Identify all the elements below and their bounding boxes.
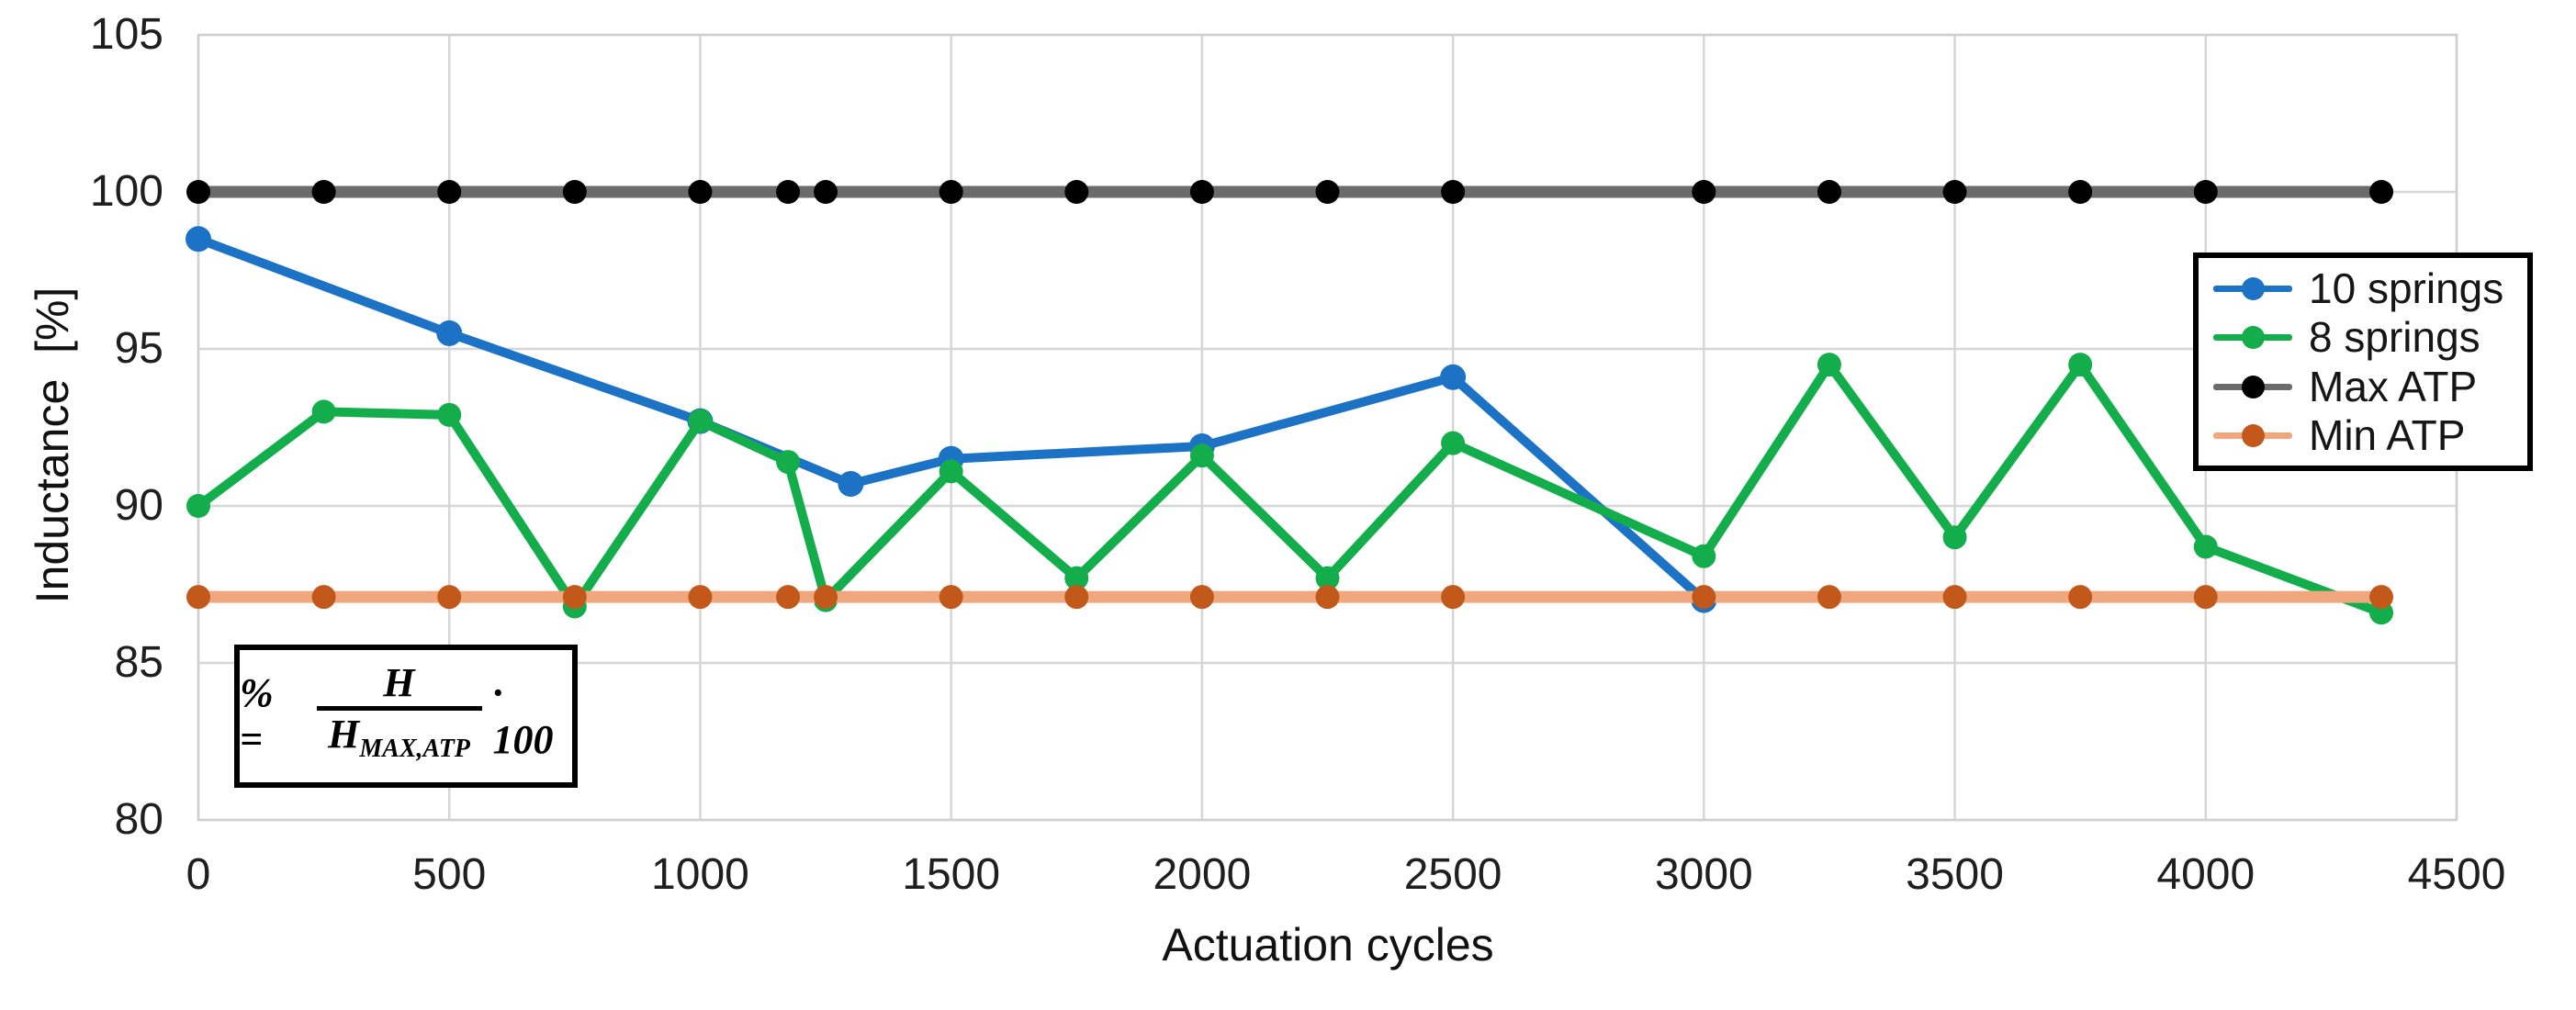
data-point-min-atp	[939, 585, 963, 610]
data-point-max-atp	[311, 180, 336, 204]
data-point-max-atp	[939, 180, 963, 204]
formula-fraction-bar	[316, 705, 482, 711]
y-tick-label: 80	[114, 795, 163, 844]
data-point-max-atp	[437, 180, 462, 204]
data-point-max-atp	[1315, 180, 1340, 204]
data-point-max-atp	[2068, 180, 2093, 204]
x-tick-label: 2500	[1403, 850, 1502, 899]
data-point-min-atp	[1817, 585, 1841, 610]
formula-denominator: HMAX,ATP	[328, 711, 470, 763]
data-point-8-springs	[2068, 353, 2093, 377]
y-tick-label: 100	[89, 167, 163, 216]
data-point-min-atp	[2068, 585, 2093, 610]
data-point-max-atp	[2369, 180, 2394, 204]
formula-suffix: · 100	[492, 670, 554, 762]
x-tick-label: 500	[412, 850, 487, 899]
data-point-min-atp	[776, 585, 801, 610]
formula-fraction: H HMAX,ATP	[316, 659, 482, 771]
data-point-min-atp	[1441, 585, 1466, 610]
data-point-max-atp	[2193, 180, 2218, 204]
data-point-8-springs	[1692, 544, 1716, 568]
data-point-min-atp	[1942, 585, 1967, 610]
data-point-max-atp	[1817, 180, 1841, 204]
legend-swatch-10-springs	[2213, 276, 2292, 300]
data-point-min-atp	[814, 585, 838, 610]
data-point-10-springs	[838, 471, 864, 498]
data-point-max-atp	[1064, 180, 1089, 204]
data-point-10-springs	[186, 226, 211, 252]
data-point-max-atp	[1441, 180, 1466, 204]
y-tick-label: 95	[114, 324, 163, 373]
legend-label-min-atp: Min ATP	[2309, 411, 2466, 460]
legend-item-min-atp: Min ATP	[2213, 412, 2518, 458]
data-point-max-atp	[562, 180, 587, 204]
data-point-8-springs	[186, 494, 210, 518]
series-line-8-springs	[194, 360, 2387, 618]
x-tick-label: 2000	[1153, 850, 1252, 899]
formula-annotation: % = H HMAX,ATP · 100	[234, 645, 578, 788]
y-tick-label: 90	[114, 481, 163, 530]
data-point-8-springs	[1189, 443, 1214, 468]
data-point-8-springs	[2193, 534, 2218, 559]
legend-swatch-min-atp	[2213, 423, 2292, 448]
legend-item-8-springs: 8 springs	[2213, 314, 2518, 360]
data-point-8-springs	[311, 399, 336, 424]
data-point-8-springs	[688, 409, 713, 433]
data-point-8-springs	[1315, 566, 1340, 590]
data-point-max-atp	[1692, 180, 1716, 204]
legend-label-10-springs: 10 springs	[2309, 264, 2504, 312]
data-point-8-springs	[939, 459, 963, 484]
legend: 10 springs 8 springs Max ATP Min ATP	[2193, 252, 2533, 471]
data-point-8-springs	[437, 402, 462, 427]
data-point-min-atp	[1315, 585, 1340, 610]
data-point-min-atp	[2193, 585, 2218, 610]
x-tick-label: 3500	[1906, 850, 2004, 899]
data-point-max-atp	[186, 180, 210, 204]
x-tick-label: 1500	[902, 850, 1001, 899]
data-point-min-atp	[688, 585, 713, 610]
data-point-8-springs	[1064, 566, 1089, 590]
data-point-max-atp	[814, 180, 838, 204]
data-point-min-atp	[2369, 585, 2394, 610]
data-point-max-atp	[776, 180, 801, 204]
legend-item-10-springs: 10 springs	[2213, 265, 2518, 311]
x-tick-label: 4500	[2407, 850, 2506, 899]
formula-numerator: H	[383, 659, 415, 705]
x-tick-label: 4000	[2156, 850, 2255, 899]
legend-label-max-atp: Max ATP	[2309, 362, 2478, 410]
data-point-10-springs	[436, 320, 463, 346]
data-point-min-atp	[1692, 585, 1716, 610]
x-tick-label: 3000	[1654, 850, 1753, 899]
x-axis-title: Actuation cycles	[1162, 919, 1494, 971]
data-point-min-atp	[437, 585, 462, 610]
y-tick-label: 85	[114, 638, 163, 687]
legend-swatch-8-springs	[2213, 325, 2292, 350]
data-point-min-atp	[311, 585, 336, 610]
legend-item-max-atp: Max ATP	[2213, 364, 2518, 410]
data-point-max-atp	[1942, 180, 1967, 204]
data-point-8-springs	[1441, 431, 1466, 455]
data-point-min-atp	[1064, 585, 1089, 610]
data-point-min-atp	[186, 585, 210, 610]
formula-denominator-subscript: MAX,ATP	[359, 734, 470, 763]
data-point-8-springs	[1942, 525, 1967, 550]
data-point-8-springs	[776, 450, 801, 475]
data-point-min-atp	[562, 585, 587, 610]
y-tick-label: 105	[89, 10, 163, 59]
data-point-10-springs	[1440, 364, 1467, 390]
data-point-8-springs	[1817, 353, 1841, 377]
data-point-max-atp	[688, 180, 713, 204]
legend-label-8-springs: 8 springs	[2309, 313, 2480, 362]
formula-lhs: % =	[240, 670, 274, 762]
data-point-max-atp	[1189, 180, 1214, 204]
x-tick-label: 0	[186, 850, 211, 899]
series-line-10-springs	[194, 234, 1709, 605]
x-tick-label: 1000	[651, 850, 749, 899]
data-point-min-atp	[1189, 585, 1214, 610]
legend-swatch-max-atp	[2213, 375, 2292, 398]
